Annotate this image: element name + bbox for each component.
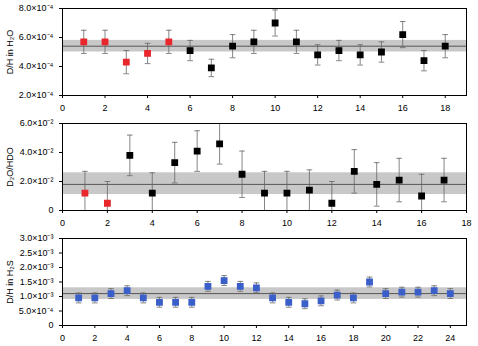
svg-text:6.0×10⁻⁴: 6.0×10⁻⁴	[19, 32, 54, 42]
svg-text:4: 4	[145, 103, 150, 113]
svg-text:4: 4	[125, 333, 130, 343]
svg-text:22: 22	[413, 333, 423, 343]
svg-text:6: 6	[157, 333, 162, 343]
svg-text:2: 2	[105, 218, 110, 228]
svg-text:6: 6	[188, 103, 193, 113]
svg-text:18: 18	[348, 333, 358, 343]
svg-text:8: 8	[230, 103, 235, 113]
svg-text:16: 16	[398, 103, 408, 113]
svg-text:2.5×10⁻³: 2.5×10⁻³	[20, 248, 54, 258]
svg-text:4.0×10⁻²: 4.0×10⁻²	[20, 147, 54, 157]
svg-text:12: 12	[251, 333, 261, 343]
svg-text:10: 10	[219, 333, 229, 343]
svg-text:0: 0	[60, 103, 65, 113]
svg-text:2.0×10⁻⁴: 2.0×10⁻⁴	[19, 90, 54, 100]
svg-text:18: 18	[461, 218, 471, 228]
svg-text:10: 10	[282, 218, 292, 228]
svg-text:12: 12	[313, 103, 323, 113]
svg-text:4.0×10⁻⁴: 4.0×10⁻⁴	[19, 61, 54, 71]
svg-text:2.0×10⁻³: 2.0×10⁻³	[20, 262, 54, 272]
svg-text:16: 16	[417, 218, 427, 228]
svg-text:D/H in H₂O: D/H in H₂O	[5, 30, 15, 75]
svg-text:24: 24	[445, 333, 455, 343]
svg-text:2: 2	[92, 333, 97, 343]
svg-text:0: 0	[48, 205, 53, 215]
svg-text:3.0×10⁻³: 3.0×10⁻³	[20, 233, 54, 243]
svg-text:0: 0	[60, 333, 65, 343]
svg-text:5.0×10⁻⁴: 5.0×10⁻⁴	[19, 306, 54, 316]
svg-text:2.0×10⁻²: 2.0×10⁻²	[20, 176, 54, 186]
svg-text:14: 14	[372, 218, 382, 228]
svg-text:18: 18	[440, 103, 450, 113]
svg-text:4: 4	[150, 218, 155, 228]
svg-text:6.0×10⁻²: 6.0×10⁻²	[20, 118, 54, 128]
svg-text:20: 20	[381, 333, 391, 343]
svg-text:1.5×10⁻³: 1.5×10⁻³	[20, 277, 54, 287]
svg-text:14: 14	[355, 103, 365, 113]
svg-text:D₂O/HDO: D₂O/HDO	[5, 147, 15, 187]
svg-text:10: 10	[270, 103, 280, 113]
svg-text:12: 12	[327, 218, 337, 228]
svg-text:0: 0	[60, 218, 65, 228]
svg-text:8: 8	[240, 218, 245, 228]
svg-text:14: 14	[284, 333, 294, 343]
svg-text:8.0×10⁻⁴: 8.0×10⁻⁴	[19, 3, 54, 13]
svg-text:8: 8	[189, 333, 194, 343]
svg-text:16: 16	[316, 333, 326, 343]
svg-text:0: 0	[48, 320, 53, 330]
svg-text:2: 2	[103, 103, 108, 113]
svg-text:D/H in H₂S: D/H in H₂S	[5, 260, 15, 304]
svg-text:6: 6	[195, 218, 200, 228]
svg-text:1.0×10⁻³: 1.0×10⁻³	[20, 291, 54, 301]
